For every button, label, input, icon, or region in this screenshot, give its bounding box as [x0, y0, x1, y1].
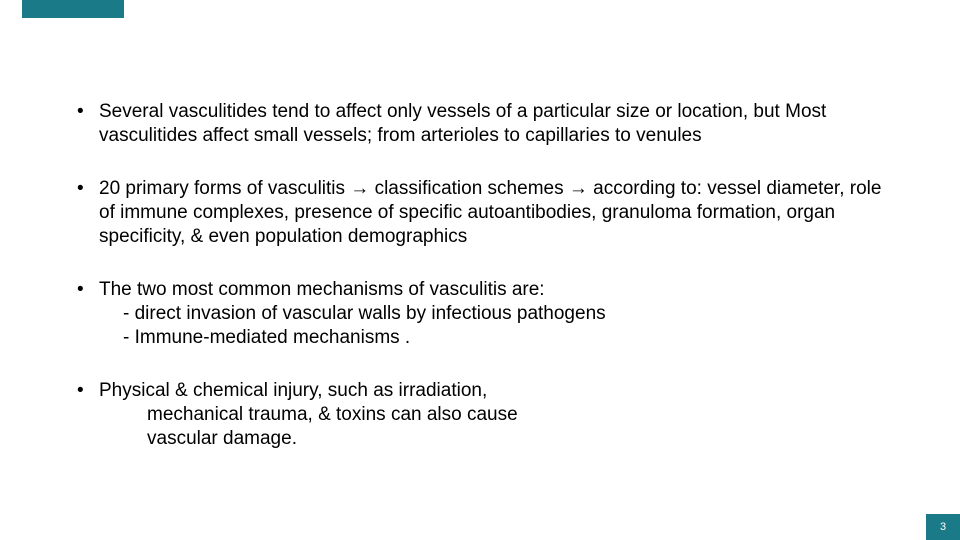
continuation: mechanical trauma, & toxins can also cau…	[99, 403, 895, 452]
sub-item: - direct invasion of vascular walls by i…	[123, 302, 895, 326]
slide: Several vasculitides tend to affect only…	[0, 0, 960, 540]
bullet-text: Several vasculitides tend to affect only…	[99, 101, 826, 146]
slide-content: Several vasculitides tend to affect only…	[75, 100, 895, 479]
bullet-text: The two most common mechanisms of vascul…	[99, 279, 545, 300]
list-item: Physical & chemical injury, such as irra…	[75, 379, 895, 452]
list-item: The two most common mechanisms of vascul…	[75, 278, 895, 351]
continuation-line: mechanical trauma, & toxins can also cau…	[147, 403, 895, 427]
list-item: Several vasculitides tend to affect only…	[75, 100, 895, 149]
bullet-text: 20 primary forms of vasculitis → classif…	[99, 178, 881, 248]
page-number: 3	[940, 521, 946, 533]
page-number-box: 3	[926, 514, 960, 540]
accent-bar	[22, 0, 124, 18]
continuation-line: vascular damage.	[147, 427, 895, 451]
list-item: 20 primary forms of vasculitis → classif…	[75, 177, 895, 250]
bullet-list: Several vasculitides tend to affect only…	[75, 100, 895, 451]
bullet-text: Physical & chemical injury, such as irra…	[99, 380, 487, 401]
sub-list: - direct invasion of vascular walls by i…	[99, 302, 895, 351]
sub-item: - Immune-mediated mechanisms .	[123, 326, 895, 350]
